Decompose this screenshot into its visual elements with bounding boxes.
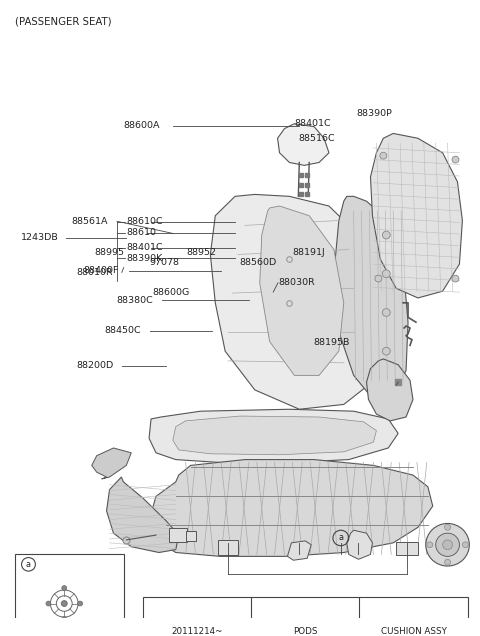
Text: 88509A: 88509A xyxy=(40,559,77,568)
Text: Period: Period xyxy=(181,604,213,613)
Text: 88401C: 88401C xyxy=(295,119,331,128)
Text: 88610C: 88610C xyxy=(127,218,163,226)
Circle shape xyxy=(427,542,433,548)
Text: 88191J: 88191J xyxy=(292,247,325,256)
Circle shape xyxy=(383,270,390,278)
Text: ASSY: ASSY xyxy=(401,604,426,613)
Text: 97078: 97078 xyxy=(150,258,180,267)
Polygon shape xyxy=(210,195,373,409)
Text: (PASSENGER SEAT): (PASSENGER SEAT) xyxy=(14,17,111,26)
Circle shape xyxy=(62,617,67,621)
Circle shape xyxy=(383,347,390,355)
Text: 88600G: 88600G xyxy=(153,287,190,296)
Polygon shape xyxy=(260,206,344,375)
Text: SENSOR TYPE: SENSOR TYPE xyxy=(271,604,339,613)
Text: 88390K: 88390K xyxy=(127,254,163,263)
Text: 88561A: 88561A xyxy=(72,217,108,226)
Text: PODS: PODS xyxy=(293,627,317,636)
Polygon shape xyxy=(107,477,179,553)
Polygon shape xyxy=(173,416,376,455)
Text: 88390P: 88390P xyxy=(356,109,392,118)
Bar xyxy=(169,529,187,542)
Text: 88610: 88610 xyxy=(127,228,156,237)
Polygon shape xyxy=(367,359,413,421)
Text: 88952: 88952 xyxy=(187,247,217,256)
Bar xyxy=(218,540,238,555)
Circle shape xyxy=(383,231,390,239)
Circle shape xyxy=(380,152,387,159)
Text: 88030R: 88030R xyxy=(278,279,315,287)
Circle shape xyxy=(436,533,459,556)
Circle shape xyxy=(383,308,390,316)
Polygon shape xyxy=(92,448,131,479)
Text: 88010R: 88010R xyxy=(76,268,113,277)
Circle shape xyxy=(444,525,451,530)
Text: 88400F: 88400F xyxy=(84,266,119,275)
Circle shape xyxy=(375,275,382,282)
Text: 88401C: 88401C xyxy=(127,243,163,252)
Text: 88380C: 88380C xyxy=(117,296,154,305)
Circle shape xyxy=(452,156,459,163)
Text: 88995: 88995 xyxy=(95,247,125,256)
Polygon shape xyxy=(334,197,408,399)
Text: 88560D: 88560D xyxy=(239,258,276,267)
Circle shape xyxy=(443,540,453,550)
Text: a: a xyxy=(338,534,343,543)
Text: CUSHION ASSY: CUSHION ASSY xyxy=(381,627,446,636)
Circle shape xyxy=(452,275,459,282)
Circle shape xyxy=(62,586,67,590)
Text: 88195B: 88195B xyxy=(313,338,350,347)
Text: 1243DB: 1243DB xyxy=(21,233,59,242)
Circle shape xyxy=(444,559,451,565)
Text: 88450C: 88450C xyxy=(105,326,142,335)
Polygon shape xyxy=(288,541,311,560)
Bar xyxy=(396,542,418,555)
Circle shape xyxy=(78,601,83,606)
Circle shape xyxy=(46,601,51,606)
Circle shape xyxy=(61,600,67,607)
Polygon shape xyxy=(371,134,462,298)
Bar xyxy=(186,531,195,541)
Text: a: a xyxy=(26,560,31,569)
Polygon shape xyxy=(149,460,433,556)
Text: 20111214~: 20111214~ xyxy=(171,627,223,636)
Circle shape xyxy=(426,523,469,566)
Polygon shape xyxy=(149,409,398,462)
Text: 88600A: 88600A xyxy=(124,121,160,130)
Polygon shape xyxy=(277,124,329,165)
Text: 88200D: 88200D xyxy=(76,361,114,370)
Text: 88516C: 88516C xyxy=(298,134,335,142)
Polygon shape xyxy=(347,530,372,559)
Bar xyxy=(143,597,468,636)
Circle shape xyxy=(462,542,468,548)
Bar xyxy=(14,554,124,636)
